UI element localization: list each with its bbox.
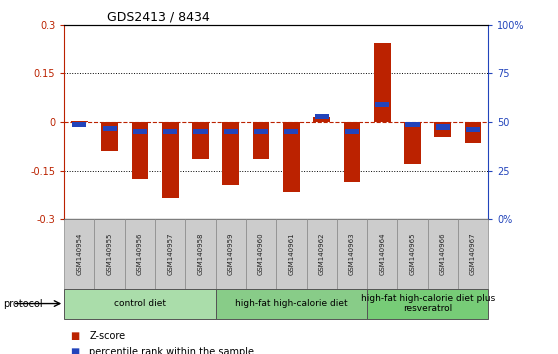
Bar [162, 122, 179, 198]
Bar [337, 219, 367, 289]
Bar [64, 289, 215, 319]
Bar [344, 122, 360, 182]
Bar [94, 219, 125, 289]
Bar [284, 129, 299, 135]
Bar [465, 122, 482, 143]
Text: GSM140954: GSM140954 [76, 233, 83, 275]
Bar [155, 219, 185, 289]
Bar [133, 129, 147, 135]
Bar [72, 122, 86, 127]
Bar [435, 122, 451, 137]
Text: GSM140960: GSM140960 [258, 233, 264, 275]
Bar [254, 129, 268, 134]
Bar [194, 129, 208, 134]
Text: GSM140961: GSM140961 [288, 233, 295, 275]
Bar [306, 219, 337, 289]
Bar [458, 219, 488, 289]
Text: control diet: control diet [114, 299, 166, 308]
Text: ■: ■ [70, 331, 79, 341]
Bar [345, 129, 359, 134]
Bar [276, 219, 306, 289]
Bar [367, 219, 397, 289]
Bar [224, 129, 238, 134]
Text: ■: ■ [70, 347, 79, 354]
Bar [315, 114, 329, 119]
Text: GSM140962: GSM140962 [319, 233, 325, 275]
Bar [406, 122, 420, 127]
Bar [313, 117, 330, 122]
Bar [163, 129, 177, 135]
Text: high-fat high-calorie diet plus
resveratrol: high-fat high-calorie diet plus resverat… [360, 294, 495, 313]
Text: GSM140957: GSM140957 [167, 233, 173, 275]
Bar [436, 124, 450, 130]
Bar [427, 219, 458, 289]
Bar [125, 219, 155, 289]
Text: GSM140955: GSM140955 [107, 233, 113, 275]
Bar [132, 122, 148, 179]
Bar [367, 289, 488, 319]
Text: GSM140966: GSM140966 [440, 233, 446, 275]
Text: GSM140964: GSM140964 [379, 233, 385, 275]
Bar [375, 102, 389, 107]
Bar [404, 122, 421, 164]
Bar [185, 219, 215, 289]
Bar [215, 289, 367, 319]
Text: GSM140958: GSM140958 [198, 233, 204, 275]
Bar [103, 126, 117, 131]
Bar [223, 122, 239, 185]
Bar [374, 42, 391, 122]
Bar [283, 122, 300, 192]
Text: high-fat high-calorie diet: high-fat high-calorie diet [235, 299, 348, 308]
Bar [215, 219, 246, 289]
Bar [71, 120, 88, 122]
Text: percentile rank within the sample: percentile rank within the sample [89, 347, 254, 354]
Text: Z-score: Z-score [89, 331, 126, 341]
Text: GSM140965: GSM140965 [410, 233, 416, 275]
Text: GSM140963: GSM140963 [349, 233, 355, 275]
Bar [64, 219, 94, 289]
Bar [397, 219, 427, 289]
Text: GSM140967: GSM140967 [470, 233, 476, 275]
Text: GSM140956: GSM140956 [137, 233, 143, 275]
Bar [101, 122, 118, 152]
Text: GDS2413 / 8434: GDS2413 / 8434 [107, 11, 209, 24]
Text: protocol: protocol [3, 298, 42, 309]
Bar [246, 219, 276, 289]
Bar [466, 127, 480, 132]
Text: GSM140959: GSM140959 [228, 233, 234, 275]
Bar [253, 122, 270, 159]
Bar [192, 122, 209, 159]
